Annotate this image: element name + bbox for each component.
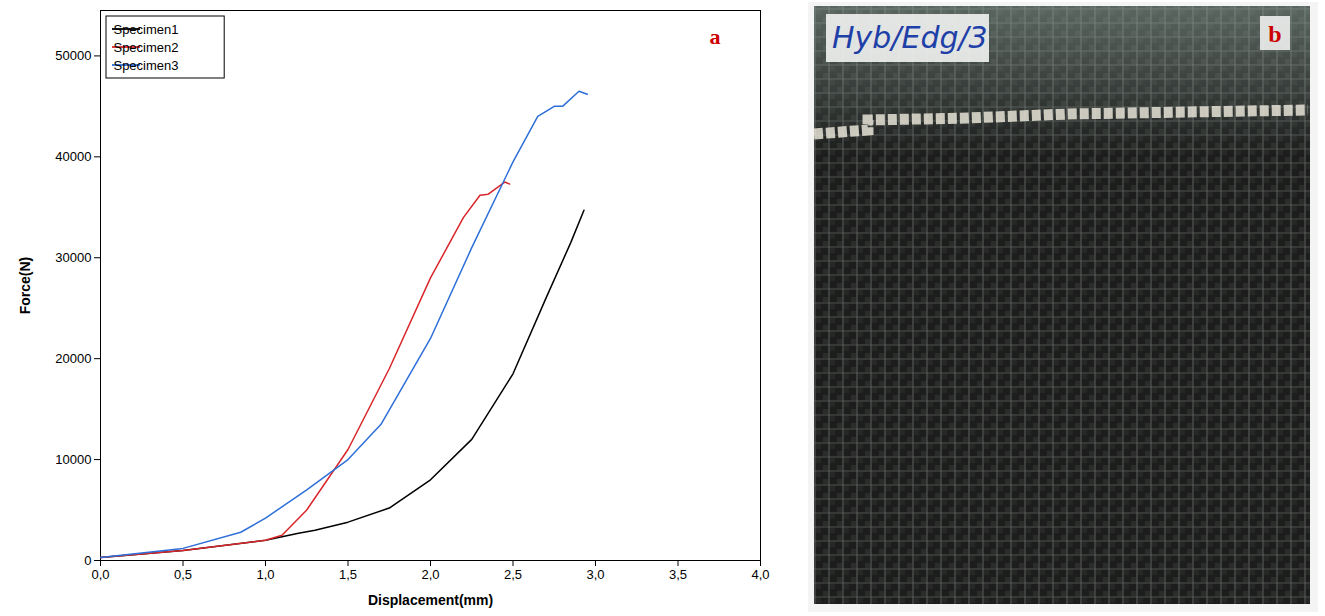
svg-text:Hyb/Edg/3: Hyb/Edg/3: [832, 20, 988, 55]
svg-text:Force(N): Force(N): [17, 257, 33, 315]
svg-text:1,0: 1,0: [256, 567, 274, 582]
svg-text:20000: 20000: [55, 351, 91, 366]
svg-text:2,5: 2,5: [504, 567, 522, 582]
svg-text:1,5: 1,5: [339, 567, 357, 582]
svg-text:a: a: [710, 24, 721, 49]
svg-text:b: b: [1268, 21, 1281, 47]
svg-text:0,5: 0,5: [174, 567, 192, 582]
svg-text:10000: 10000: [55, 452, 91, 467]
svg-text:3,5: 3,5: [669, 567, 687, 582]
svg-text:4,0: 4,0: [751, 567, 769, 582]
svg-text:50000: 50000: [55, 48, 91, 63]
svg-text:Displacement(mm): Displacement(mm): [368, 592, 493, 608]
svg-text:Specimen1: Specimen1: [113, 22, 178, 37]
svg-text:Specimen2: Specimen2: [113, 40, 178, 55]
svg-text:Specimen3: Specimen3: [113, 58, 178, 73]
svg-text:3,0: 3,0: [586, 567, 604, 582]
svg-text:2,0: 2,0: [421, 567, 439, 582]
svg-text:30000: 30000: [55, 250, 91, 265]
svg-text:40000: 40000: [55, 149, 91, 164]
svg-text:0,0: 0,0: [91, 567, 109, 582]
svg-text:0: 0: [84, 553, 91, 568]
